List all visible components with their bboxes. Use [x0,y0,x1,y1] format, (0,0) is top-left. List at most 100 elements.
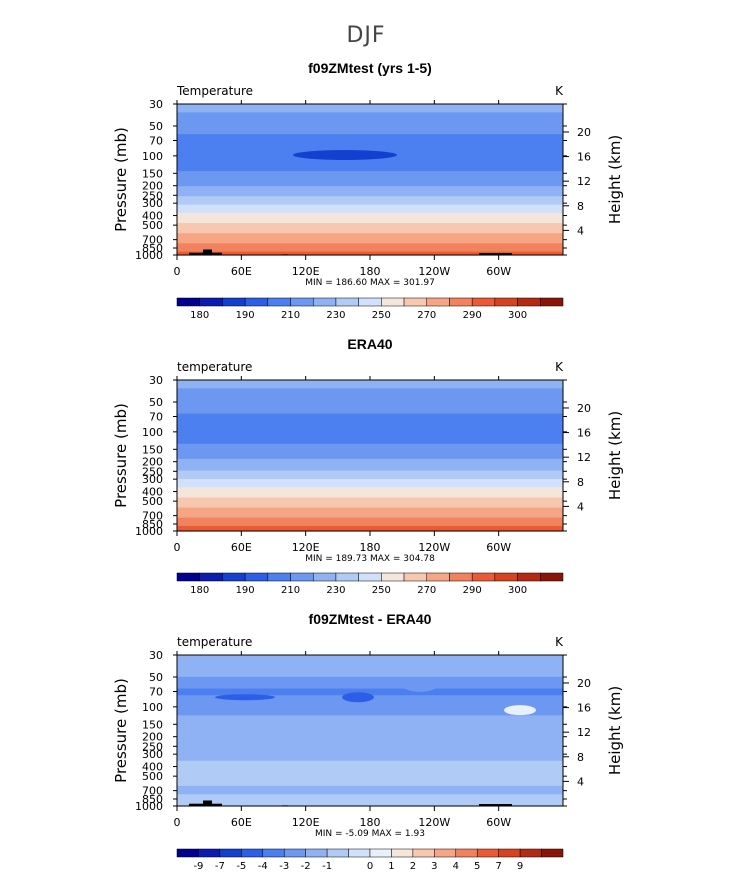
contour-band [177,485,563,488]
y-tick-label: 700 [142,234,163,247]
contour-band [177,497,563,500]
contour-band [177,792,563,795]
height-tick-label: 16 [577,427,591,440]
min-max-stats: MIN = 186.60 MAX = 301.97 [305,278,435,288]
x-tick-label: 120E [292,541,320,554]
contour-band [177,671,563,675]
contour-band [177,137,563,140]
y-tick-label: 300 [142,748,163,761]
contour-band [177,166,563,169]
contour-band [177,421,563,425]
x-tick-label: 60E [231,816,252,829]
colorbar-swatch [267,572,291,582]
contour-band [177,197,563,201]
contour-band [177,673,563,676]
contour-band [177,233,563,236]
colorbar-label: 300 [508,585,527,596]
contour-band [177,505,563,509]
contour-band [177,438,563,441]
contour-band [177,468,563,472]
contour-band [177,782,563,785]
colorbar-swatch [455,848,478,858]
contour-band [177,403,563,406]
colorbar-label: 250 [372,310,391,321]
colorbar-swatch [381,297,405,307]
contour-band [177,690,563,693]
contour-feature [342,692,374,703]
contour-band [177,209,563,212]
variable-label: temperature [177,635,252,649]
contour-band [177,411,563,415]
topography-mask [203,800,212,806]
colorbar-label: -2 [301,861,311,872]
contour-band [177,428,563,431]
contour-band [177,216,563,219]
x-tick-label: 60W [486,541,511,554]
contour-band [177,665,563,668]
contour-band [177,477,563,480]
contour-band [177,510,563,514]
min-max-stats: MIN = 189.73 MAX = 304.78 [305,554,435,564]
contour-band [177,747,563,750]
contour-band [177,107,563,110]
contour-band [177,475,563,478]
y-tick-label: 250 [142,189,163,202]
contour-band [177,139,563,142]
colorbar-swatch [199,572,223,582]
contour-band [177,489,563,492]
contour-band [177,142,563,145]
contour-band [177,707,563,710]
contour-band [177,767,563,770]
y-tick-label: 700 [142,510,163,523]
contour-band [177,455,563,458]
contour-band [177,174,563,177]
contour-band [177,171,563,174]
contour-band [177,799,563,802]
colorbar-swatch [403,297,428,307]
contour-band [177,685,563,688]
height-tick-label: 12 [577,175,591,188]
colorbar-swatch [540,572,564,582]
colorbar-swatch [494,297,518,307]
colorbar-swatch [305,848,328,858]
panel-title: ERA40 [347,336,392,352]
contour-band [177,718,563,722]
colorbar-label: 3 [431,861,437,872]
contour-band [177,164,563,167]
y-tick-label: 100 [142,701,163,714]
colorbar-swatch [241,848,264,858]
colorbar-label: 9 [517,861,523,872]
contour-band [177,743,563,747]
height-tick-label: 20 [577,677,591,690]
contour-band [177,769,563,772]
colorbar-label: 270 [417,310,436,321]
contour-band [177,700,563,703]
contour-band [177,109,563,112]
contour-band [177,492,563,495]
colorbar-swatch [335,572,359,582]
contour-band [177,462,563,465]
contour-band [177,658,563,661]
contour-band [177,755,563,758]
contour-band [177,192,563,196]
contour-band [177,221,563,224]
contour-feature [402,677,438,692]
contour-band [177,655,563,658]
contour-band [177,680,563,683]
contour-band [177,241,563,244]
contour-band [177,144,563,147]
min-max-stats: MIN = -5.09 MAX = 1.93 [315,829,425,839]
colorbar-label: 210 [281,585,300,596]
contour-band [177,418,563,421]
y-tick-label: 250 [142,740,163,753]
contour-band [177,187,563,191]
contour-band [177,176,563,179]
colorbar-swatch [283,848,306,858]
contour-band [177,480,563,483]
colorbar-swatch [403,572,428,582]
contour-band [177,159,563,162]
contour-band [177,760,563,763]
contour-band [177,668,563,671]
